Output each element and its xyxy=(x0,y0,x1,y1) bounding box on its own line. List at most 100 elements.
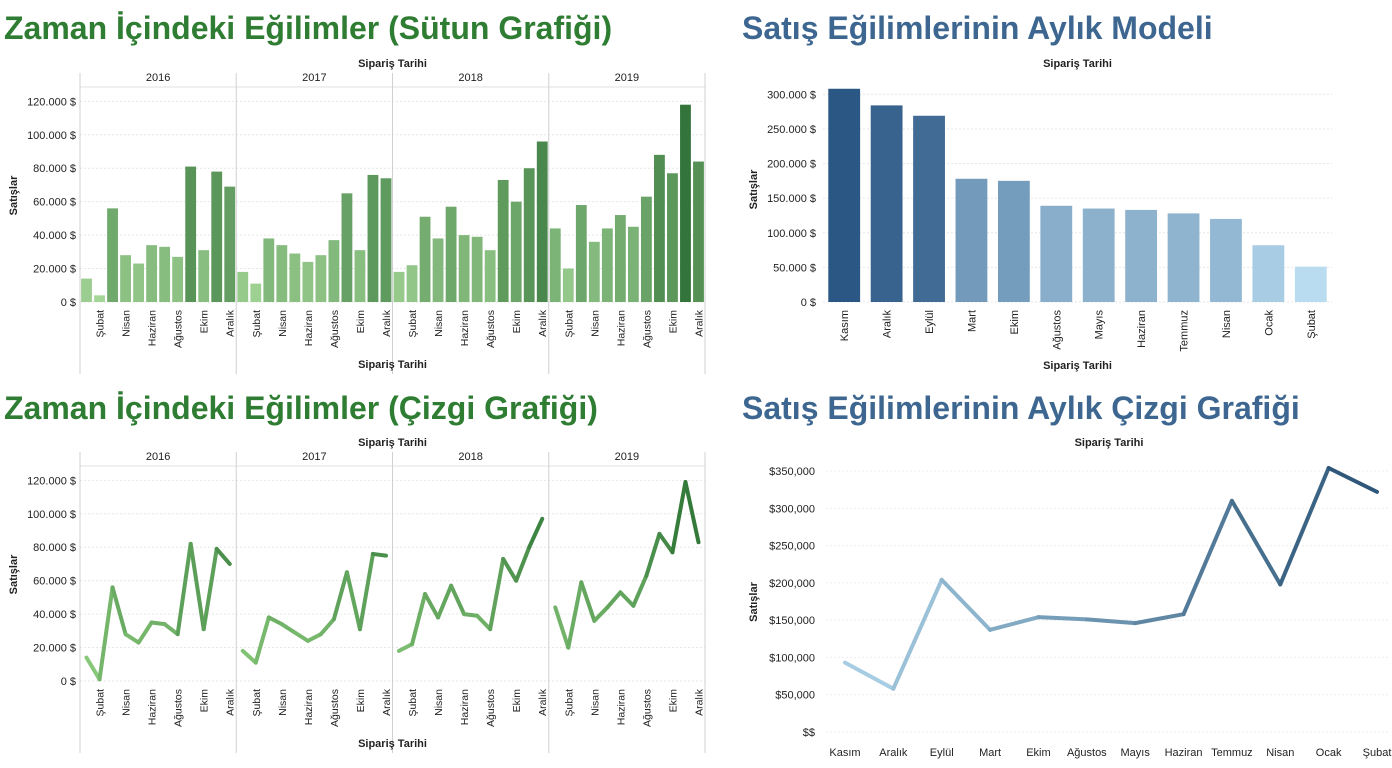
bar-2018-eylul xyxy=(497,179,509,302)
x-tick-label: Haziran xyxy=(1136,310,1148,348)
x-tick-label: Aralık xyxy=(882,310,894,339)
bar-ekim xyxy=(997,180,1030,302)
y-tick-label: 0 $ xyxy=(801,297,816,309)
x-tick-label: Şubat xyxy=(563,310,575,338)
line-segment-2016-mayis xyxy=(136,620,154,645)
bar-temmuz xyxy=(1167,213,1200,302)
bar-2016-mart xyxy=(107,208,118,302)
y-tick-label: $150,000 xyxy=(769,615,815,627)
x-tick-label: Ağustos xyxy=(329,310,341,348)
line-segment-2017-mayis xyxy=(292,630,310,643)
x-tick-label: Nisan xyxy=(433,689,445,716)
line-segment-2016-agustos xyxy=(175,541,193,637)
line-segment-2016-subat xyxy=(97,585,115,682)
line-segment-2018-ocak xyxy=(397,642,415,653)
x-tick-label: Mart xyxy=(979,747,1001,759)
year-header-2018: 2018 xyxy=(458,72,482,84)
bar-2016-aralik xyxy=(224,186,236,302)
year-header-2016: 2016 xyxy=(146,451,170,463)
bar-2016-temmuz xyxy=(159,246,171,302)
line-segment-kasim xyxy=(843,660,896,691)
line-segment-2019-agustos xyxy=(644,531,662,578)
line-segment-2019-temmuz xyxy=(631,573,649,608)
line-segment-2018-kasim xyxy=(527,516,545,550)
bar-2016-kasim xyxy=(211,171,223,302)
line-segment-2017-agustos xyxy=(331,570,349,622)
line-segment-2019-nisan xyxy=(592,605,610,623)
x-tick-label: Nisan xyxy=(277,310,289,337)
x-tick-label: Aralık xyxy=(537,688,549,716)
bar-2017-agustos xyxy=(328,240,340,302)
y-tick-label: $350,000 xyxy=(769,466,815,478)
x-tick-label: Haziran xyxy=(147,689,159,725)
line-segment-2017-haziran xyxy=(305,632,323,643)
blue-bar-title: Satış Eğilimlerinin Aylık Modeli xyxy=(742,10,1213,46)
bar-2017-nisan xyxy=(276,245,288,302)
bar-eylul xyxy=(913,115,945,302)
x-tick-label: Haziran xyxy=(615,689,627,725)
line-segment-2018-haziran xyxy=(462,612,480,618)
x-tick-label: Ekim xyxy=(355,689,367,713)
line-segment-aralik xyxy=(891,577,944,691)
x-tick-label: Ekim xyxy=(511,310,523,334)
x-tick-label: Ekim xyxy=(511,689,523,713)
y-tick-label: 120.000 $ xyxy=(27,475,76,487)
y-tick-label: 200.000 $ xyxy=(767,159,816,171)
x-tick-label: Eylül xyxy=(930,747,954,759)
x-tick-label: Temmuz xyxy=(1211,747,1253,759)
x-tick-label: Şubat xyxy=(251,310,263,338)
x-tick-label: Şubat xyxy=(1363,747,1392,759)
x-tick-label: Şubat xyxy=(407,689,419,717)
line-segment-2016-kasim xyxy=(214,546,232,566)
bar-2018-ekim xyxy=(510,201,522,302)
y-tick-label: $300,000 xyxy=(769,503,815,515)
x-tick-label: Nisan xyxy=(1266,747,1294,759)
year-header-2019: 2019 xyxy=(615,451,639,463)
green-bar-title: Zaman İçindeki Eğilimler (Sütun Grafiği) xyxy=(4,10,613,46)
line-segment-2017-subat xyxy=(253,615,271,665)
y-tick-label: 40.000 $ xyxy=(33,230,76,242)
x-tick-label: Şubat xyxy=(95,689,107,717)
x-axis-title: Sipariş Tarihi xyxy=(358,359,427,371)
line-segment-2018-subat xyxy=(410,592,428,647)
y-tick-label: $200,000 xyxy=(769,578,815,590)
bar-2016-subat xyxy=(94,295,105,302)
y-tick-label: 80.000 $ xyxy=(33,542,76,554)
year-header-2017: 2017 xyxy=(302,72,326,84)
x-tick-label: Haziran xyxy=(615,310,627,346)
x-tick-label: Şubat xyxy=(251,689,263,717)
bar-2019-aralik xyxy=(693,161,704,302)
bar-2018-aralik xyxy=(536,141,548,302)
year-header-2016: 2016 xyxy=(146,72,170,84)
line-segment-2019-mayis xyxy=(605,590,623,610)
bar-2018-subat xyxy=(406,265,418,302)
top-axis-title: Sipariş Tarihi xyxy=(358,58,427,70)
bar-2018-haziran xyxy=(458,235,470,302)
x-tick-label: Haziran xyxy=(147,310,159,346)
top-axis-title: Sipariş Tarihi xyxy=(358,437,427,449)
y-tick-label: 100.000 $ xyxy=(767,228,816,240)
x-tick-label: Şubat xyxy=(1306,310,1318,339)
line-segment-2018-ekim xyxy=(514,545,532,583)
x-tick-label: Mayıs xyxy=(1094,310,1106,340)
line-segment-2016-haziran xyxy=(149,620,167,627)
y-tick-label: 0 $ xyxy=(61,676,76,688)
year-header-2018: 2018 xyxy=(458,451,482,463)
x-tick-label: Ekim xyxy=(1009,310,1021,334)
green-line-chart: Sipariş Tarihi 0 $ 20.000 $ 40.000 $ 60.000 … xyxy=(8,437,706,753)
year-header-2019: 2019 xyxy=(615,72,639,84)
line-segment-2017-ocak xyxy=(240,648,258,665)
bar-2017-haziran xyxy=(302,261,314,302)
x-tick-label: Şubat xyxy=(563,689,575,717)
blue-line-title: Satış Eğilimlerinin Aylık Çizgi Grafiği xyxy=(742,390,1300,426)
bar-2017-ocak xyxy=(237,271,249,302)
bar-mart xyxy=(955,178,988,302)
y-tick-label: $250,000 xyxy=(769,541,815,553)
y-tick-label: 300.000 $ xyxy=(767,89,816,101)
line-segment-2019-ocak xyxy=(553,605,571,650)
y-tick-label: 20.000 $ xyxy=(33,264,76,276)
x-tick-label: Aralık xyxy=(693,309,705,337)
y-tick-label: 60.000 $ xyxy=(33,197,76,209)
x-tick-label: Ekim xyxy=(355,310,367,334)
bar-agustos xyxy=(1040,205,1073,302)
